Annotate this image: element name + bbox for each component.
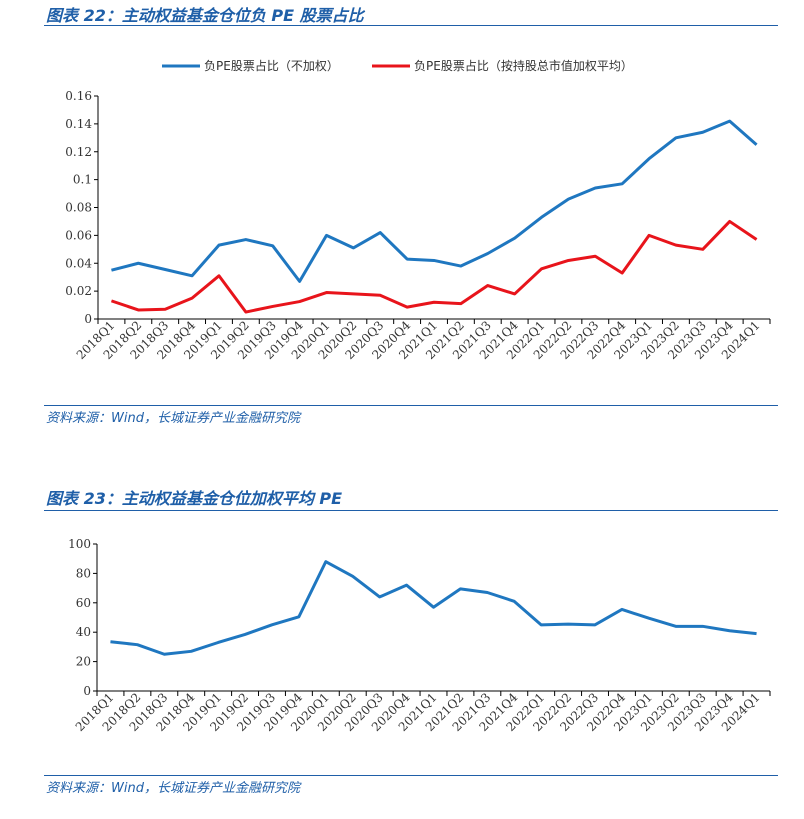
y-tick-label: 20	[76, 655, 91, 669]
divider	[44, 25, 778, 26]
chart-1-source: 资料来源：Wind，长城证券产业金融研究院	[46, 411, 300, 426]
chart-2-source: 资料来源：Wind，长城证券产业金融研究院	[46, 781, 300, 796]
y-tick-label: 80	[76, 566, 91, 580]
divider	[44, 405, 778, 406]
y-tick-label: 0.06	[65, 228, 92, 242]
y-tick-label: 0.08	[65, 201, 92, 215]
legend-label-1: 负PE股票占比（不加权）	[204, 58, 339, 73]
series-line-1	[111, 119, 758, 283]
series-line-2	[110, 219, 758, 314]
legend-label-2: 负PE股票占比（按持股总市值加权平均）	[414, 58, 633, 73]
y-tick-label: 0.04	[65, 256, 92, 270]
y-tick-label: 60	[76, 596, 91, 610]
series-line-1	[110, 560, 757, 656]
y-tick-label: 0.1	[73, 173, 92, 187]
y-tick-label: 0.02	[65, 284, 92, 298]
divider	[44, 510, 778, 511]
y-tick-label: 0.16	[65, 89, 92, 103]
divider	[44, 775, 778, 776]
y-tick-label: 0	[83, 684, 91, 698]
y-tick-label: 0.12	[65, 145, 92, 159]
chart-1-title: 图表 22：主动权益基金仓位负 PE 股票占比	[46, 6, 364, 25]
chart-2-title: 图表 23：主动权益基金仓位加权平均 PE	[46, 489, 343, 508]
y-tick-label: 0.14	[65, 117, 92, 131]
y-tick-label: 40	[76, 625, 91, 639]
y-tick-label: 0	[84, 312, 92, 326]
y-tick-label: 100	[68, 537, 91, 551]
